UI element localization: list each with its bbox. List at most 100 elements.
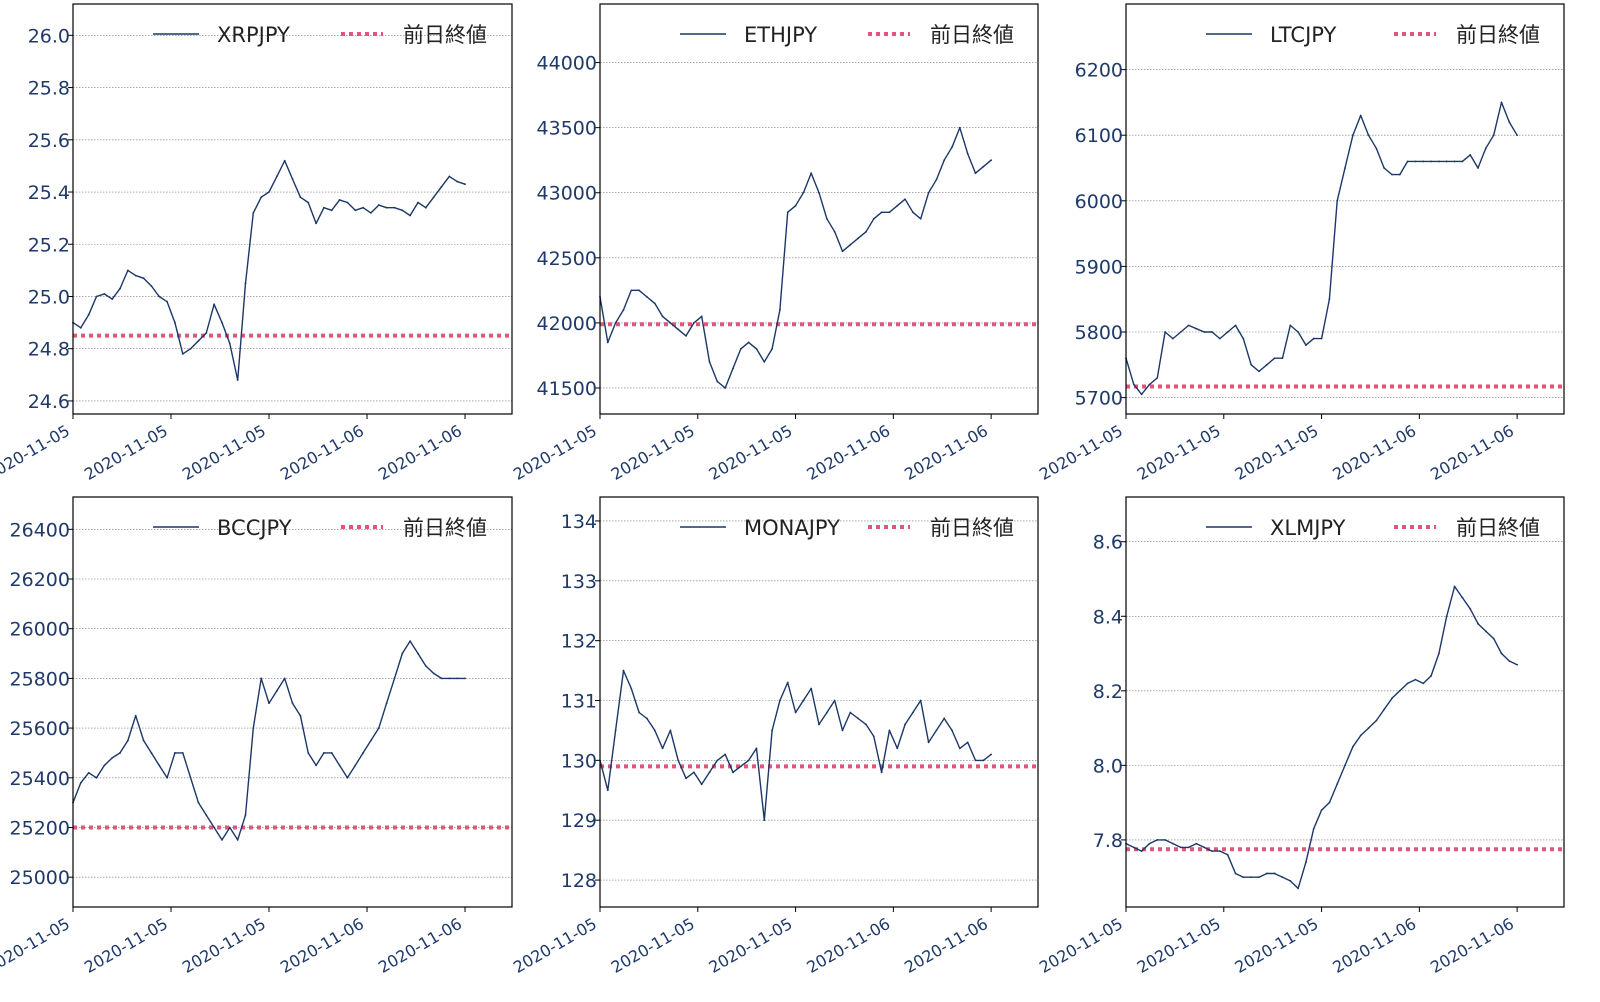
plot-frame — [1125, 3, 1565, 415]
data-point — [409, 640, 412, 643]
y-tick-label: 8.6 — [1093, 532, 1123, 554]
data-point — [841, 729, 844, 732]
data-point — [990, 753, 993, 756]
data-point — [974, 172, 977, 175]
legend-reference-label: 前日終値 — [1456, 23, 1540, 47]
data-point — [818, 191, 820, 194]
data-point — [1508, 121, 1511, 123]
data-point — [724, 387, 727, 389]
data-point — [1273, 357, 1276, 360]
data-point — [79, 781, 82, 784]
data-point — [1320, 337, 1323, 340]
data-point — [1461, 596, 1464, 599]
data-point — [716, 759, 719, 762]
x-tick-label: 2020-11-06 — [1329, 914, 1419, 977]
data-point — [119, 287, 121, 290]
data-point — [708, 361, 711, 363]
data-point — [362, 206, 364, 209]
data-point — [786, 211, 789, 214]
data-point — [1203, 331, 1206, 333]
y-tick-label: 43000 — [537, 183, 597, 205]
data-point — [213, 303, 216, 306]
data-point — [1305, 344, 1307, 347]
data-point — [755, 348, 758, 350]
data-point — [1445, 160, 1448, 163]
data-point — [1172, 842, 1174, 845]
plot-area — [1126, 497, 1564, 907]
x-tick-label: 2020-11-06 — [803, 421, 893, 484]
data-point — [880, 211, 883, 214]
data-point — [677, 328, 680, 331]
data-point — [927, 191, 930, 194]
data-point — [904, 723, 906, 726]
data-point — [111, 757, 114, 759]
data-point — [1469, 153, 1472, 156]
data-point — [927, 741, 930, 744]
legend-reference-label: 前日終値 — [930, 516, 1014, 540]
data-point — [1164, 839, 1167, 841]
data-point — [464, 677, 466, 680]
data-point — [417, 652, 419, 655]
data-point — [1132, 846, 1135, 849]
data-point — [385, 206, 388, 209]
data-point — [982, 759, 985, 762]
x-tick-label: 2020-11-05 — [179, 914, 269, 977]
data-point — [802, 191, 805, 194]
y-tick-label: 44000 — [537, 53, 597, 75]
data-point — [1438, 160, 1440, 163]
data-point — [401, 652, 404, 655]
chart-panel-4: 25000 25200 25400 25600 25800 26000 26200 26400… — [0, 496, 513, 977]
data-point — [880, 771, 883, 774]
data-point — [338, 764, 341, 767]
data-point — [1508, 660, 1511, 662]
plot-frame — [1125, 496, 1565, 908]
data-point — [158, 764, 161, 767]
data-point — [763, 819, 766, 822]
data-point — [1406, 682, 1409, 685]
x-tick-label: 2020-11-05 — [706, 421, 796, 484]
data-point — [338, 198, 341, 201]
plot-area — [1126, 4, 1564, 414]
data-point — [1469, 607, 1472, 610]
data-point — [1398, 689, 1401, 692]
data-point — [685, 335, 687, 337]
data-point — [622, 669, 625, 672]
data-point — [1187, 846, 1190, 849]
data-point — [95, 295, 98, 298]
x-tick-label: 2020-11-05 — [1134, 421, 1224, 484]
y-tick-label: 43500 — [537, 118, 597, 140]
data-point — [432, 196, 435, 199]
x-tick-label: 2020-11-06 — [1427, 421, 1517, 484]
data-point — [393, 677, 396, 680]
data-point — [158, 295, 161, 298]
data-point — [896, 204, 899, 207]
y-tick-label: 25000 — [10, 867, 70, 889]
data-point — [872, 735, 875, 738]
y-tick-label: 26.0 — [28, 25, 70, 47]
data-point — [150, 752, 153, 754]
data-point — [1383, 167, 1386, 169]
data-point — [1359, 114, 1362, 117]
y-tick-label: 133 — [561, 571, 597, 593]
y-tick-label: 24.6 — [28, 391, 70, 413]
data-point — [935, 729, 938, 732]
legend-reference-label: 前日終値 — [1456, 516, 1540, 540]
x-tick-label: 2020-11-05 — [608, 914, 698, 977]
x-tick-label: 2020-11-05 — [1232, 421, 1322, 484]
data-point — [307, 752, 310, 754]
y-tick-label: 42000 — [537, 313, 597, 335]
data-point — [1336, 783, 1339, 785]
data-point — [228, 826, 231, 829]
data-point — [1391, 697, 1393, 700]
data-point — [810, 687, 813, 690]
data-point — [661, 747, 664, 750]
data-point — [315, 764, 317, 767]
data-point — [134, 714, 137, 717]
data-point — [708, 771, 711, 774]
data-point — [299, 714, 302, 717]
data-point — [1250, 363, 1253, 366]
x-tick-label: 2020-11-06 — [803, 914, 893, 977]
